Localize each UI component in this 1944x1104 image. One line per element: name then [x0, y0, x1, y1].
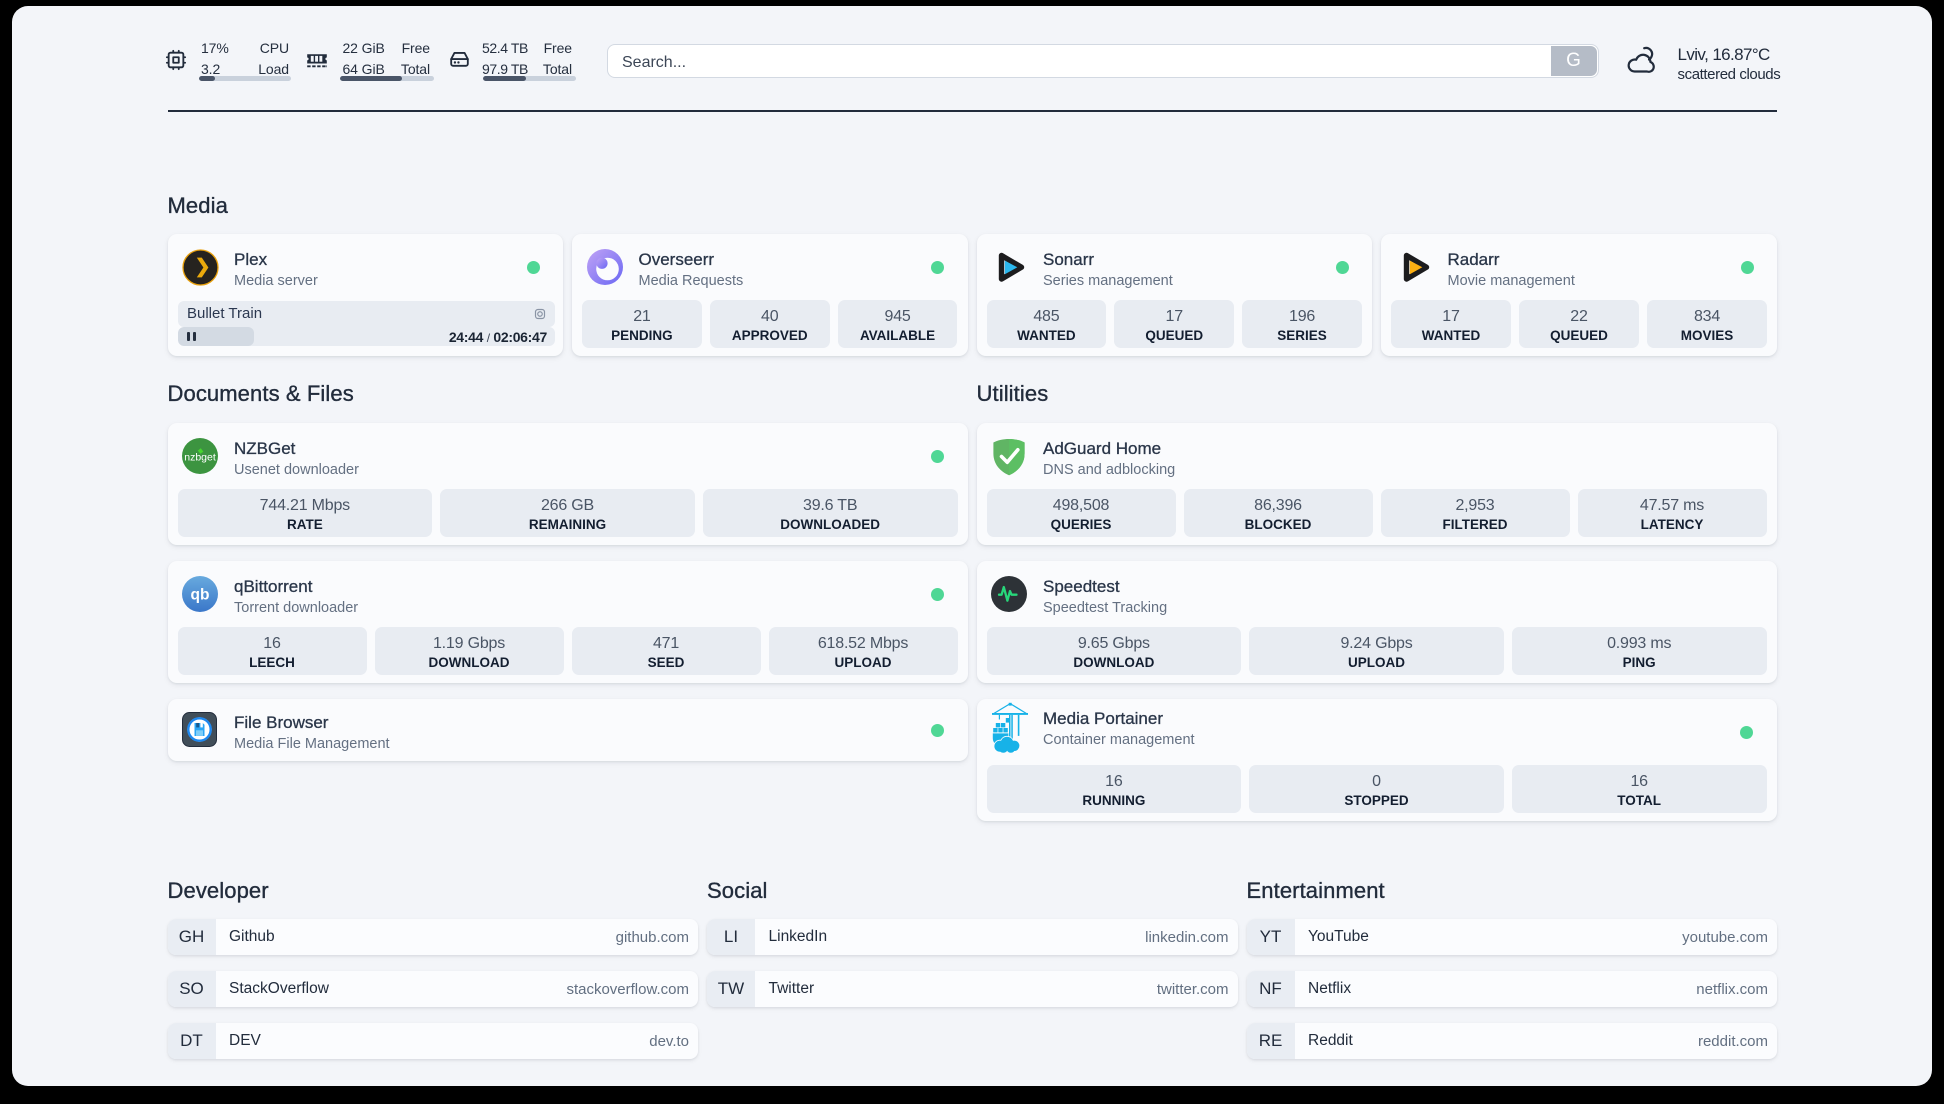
svg-text:qb: qb [191, 587, 210, 604]
svg-text:nzbget: nzbget [184, 452, 216, 464]
